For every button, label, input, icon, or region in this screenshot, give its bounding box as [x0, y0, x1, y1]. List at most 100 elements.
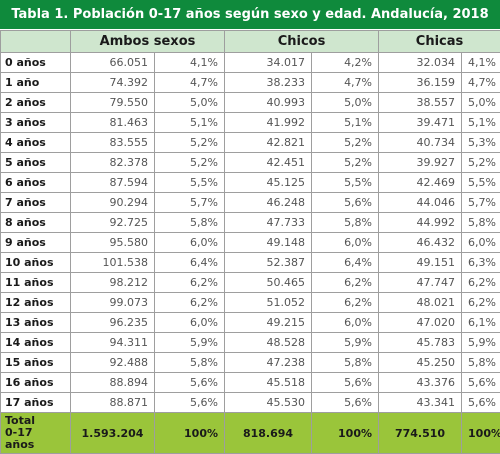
chicas-pct-cell: 5,2% [462, 153, 500, 173]
chicas-pct-cell: 5,7% [462, 193, 500, 213]
chicos-pct-cell: 5,6% [312, 193, 379, 213]
age-cell: 8 años [1, 213, 71, 233]
chicos-value-cell: 50.465 [225, 273, 312, 293]
total-chicas-pct-cell: 100% [462, 413, 500, 454]
chicos-pct-cell: 6,4% [312, 253, 379, 273]
chicos-value-cell: 47.733 [225, 213, 312, 233]
chicas-value-cell: 36.159 [379, 73, 462, 93]
age-cell: 0 años [1, 53, 71, 73]
chicos-pct-cell: 5,6% [312, 393, 379, 413]
chicas-value-cell: 43.341 [379, 393, 462, 413]
ambos-pct-cell: 4,1% [155, 53, 225, 73]
chicas-pct-cell: 5,0% [462, 93, 500, 113]
chicas-pct-cell: 6,2% [462, 273, 500, 293]
chicos-pct-cell: 5,1% [312, 113, 379, 133]
age-cell: 15 años [1, 353, 71, 373]
chicas-pct-cell: 5,5% [462, 173, 500, 193]
chicos-value-cell: 46.248 [225, 193, 312, 213]
age-cell: 5 años [1, 153, 71, 173]
ambos-value-cell: 92.488 [71, 353, 155, 373]
ambos-value-cell: 88.894 [71, 373, 155, 393]
chicos-pct-cell: 5,2% [312, 133, 379, 153]
ambos-pct-cell: 5,1% [155, 113, 225, 133]
chicos-value-cell: 42.451 [225, 153, 312, 173]
table-title: Tabla 1. Población 0-17 años según sexo … [0, 0, 500, 30]
ambos-pct-cell: 5,2% [155, 153, 225, 173]
age-cell: 17 años [1, 393, 71, 413]
ambos-value-cell: 74.392 [71, 73, 155, 93]
chicas-value-cell: 39.927 [379, 153, 462, 173]
chicas-pct-cell: 6,3% [462, 253, 500, 273]
ambos-value-cell: 81.463 [71, 113, 155, 133]
age-cell: 4 años [1, 133, 71, 153]
chicas-value-cell: 38.557 [379, 93, 462, 113]
chicos-pct-cell: 5,5% [312, 173, 379, 193]
chicas-pct-cell: 5,6% [462, 373, 500, 393]
chicas-value-cell: 45.783 [379, 333, 462, 353]
chicos-value-cell: 48.528 [225, 333, 312, 353]
age-cell: 10 años [1, 253, 71, 273]
chicos-pct-cell: 5,9% [312, 333, 379, 353]
age-cell: 16 años [1, 373, 71, 393]
chicas-value-cell: 32.034 [379, 53, 462, 73]
chicos-pct-cell: 5,8% [312, 213, 379, 233]
ambos-value-cell: 95.580 [71, 233, 155, 253]
header-row: Ambos sexos Chicos Chicas [1, 31, 500, 53]
ambos-value-cell: 98.212 [71, 273, 155, 293]
age-cell: 6 años [1, 173, 71, 193]
header-chicos: Chicos [225, 31, 379, 53]
ambos-value-cell: 66.051 [71, 53, 155, 73]
chicos-pct-cell: 6,2% [312, 273, 379, 293]
age-cell: 2 años [1, 93, 71, 113]
age-cell: 12 años [1, 293, 71, 313]
chicos-value-cell: 51.052 [225, 293, 312, 313]
chicos-value-cell: 45.518 [225, 373, 312, 393]
ambos-value-cell: 90.294 [71, 193, 155, 213]
ambos-pct-cell: 5,0% [155, 93, 225, 113]
age-cell: 14 años [1, 333, 71, 353]
age-cell: 3 años [1, 113, 71, 133]
chicos-pct-cell: 5,0% [312, 93, 379, 113]
chicas-pct-cell: 6,1% [462, 313, 500, 333]
chicos-value-cell: 34.017 [225, 53, 312, 73]
chicas-pct-cell: 5,3% [462, 133, 500, 153]
ambos-value-cell: 83.555 [71, 133, 155, 153]
total-chicas-value-cell: 774.510 [379, 413, 462, 454]
chicas-pct-cell: 6,0% [462, 233, 500, 253]
chicos-pct-cell: 6,2% [312, 293, 379, 313]
total-chicos-pct-cell: 100% [312, 413, 379, 454]
ambos-value-cell: 101.538 [71, 253, 155, 273]
chicas-value-cell: 44.992 [379, 213, 462, 233]
total-ambos-value-cell: 1.593.204 [71, 413, 155, 454]
chicos-pct-cell: 5,2% [312, 153, 379, 173]
age-cell: 11 años [1, 273, 71, 293]
age-cell: 13 años [1, 313, 71, 333]
chicos-value-cell: 45.530 [225, 393, 312, 413]
total-label-line2: 0-17 años [5, 427, 64, 451]
chicos-value-cell: 41.992 [225, 113, 312, 133]
chicas-value-cell: 44.046 [379, 193, 462, 213]
ambos-value-cell: 92.725 [71, 213, 155, 233]
ambos-pct-cell: 6,2% [155, 293, 225, 313]
ambos-pct-cell: 5,5% [155, 173, 225, 193]
chicas-pct-cell: 5,8% [462, 213, 500, 233]
age-cell: 1 año [1, 73, 71, 93]
chicos-value-cell: 45.125 [225, 173, 312, 193]
chicos-value-cell: 42.821 [225, 133, 312, 153]
age-cell: 7 años [1, 193, 71, 213]
ambos-value-cell: 87.594 [71, 173, 155, 193]
chicos-pct-cell: 4,7% [312, 73, 379, 93]
chicas-pct-cell: 5,9% [462, 333, 500, 353]
ambos-pct-cell: 5,6% [155, 393, 225, 413]
